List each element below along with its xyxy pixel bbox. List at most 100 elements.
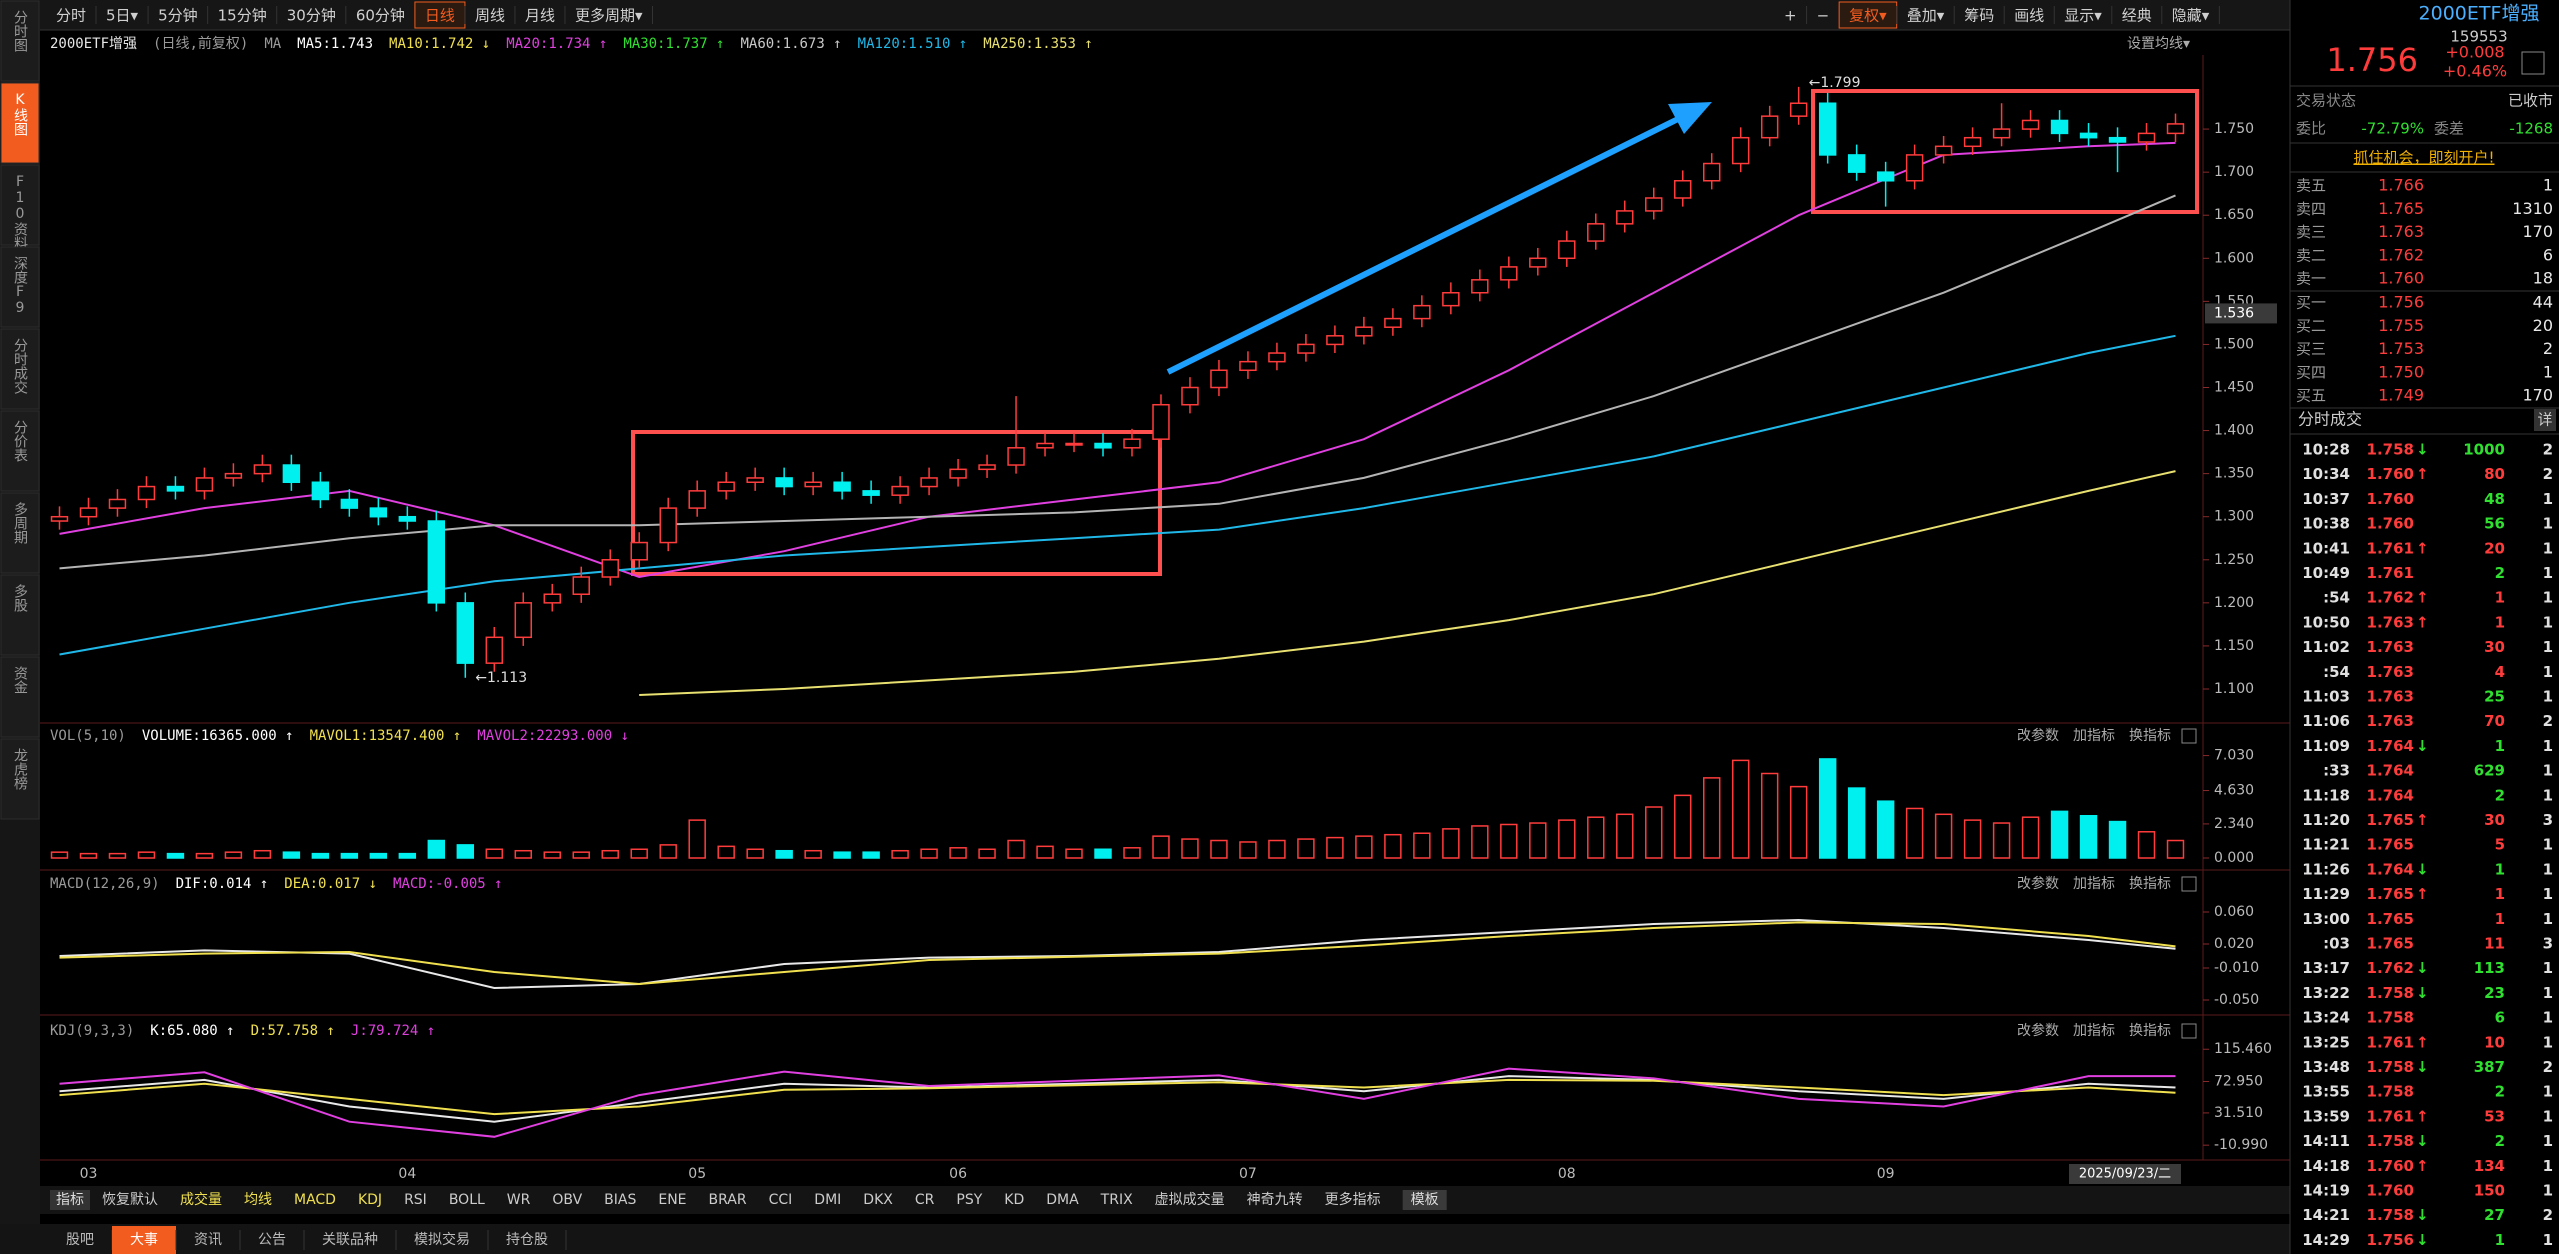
template-button[interactable]: 模板	[1411, 1192, 1439, 1208]
template-box[interactable]	[1402, 1190, 1447, 1210]
toolbar-label[interactable]: −	[1817, 7, 1830, 25]
indicator-tab[interactable]: DMA	[1046, 1192, 1079, 1208]
left-tab-label[interactable]: F10资料	[12, 174, 28, 250]
trade-time: 10:49	[2302, 564, 2350, 582]
indicator-tab[interactable]: MACD	[294, 1192, 336, 1208]
toolbar-label[interactable]: 分时	[56, 7, 86, 25]
bottom-tab-label[interactable]: 公告	[258, 1232, 286, 1248]
panel-button[interactable]: 改参数	[2017, 727, 2059, 744]
toolbar-label[interactable]: 复权▾	[1849, 7, 1887, 25]
indicator-tab[interactable]: BOLL	[449, 1192, 485, 1208]
indicator-tab[interactable]: RSI	[404, 1192, 427, 1208]
toolbar-label[interactable]: 月线	[525, 7, 555, 25]
bottom-tab-label[interactable]: 资讯	[194, 1232, 222, 1248]
left-tab-label[interactable]: 资金	[12, 666, 28, 694]
toolbar-button[interactable]	[414, 1, 466, 29]
panel-button[interactable]: 改参数	[2017, 1022, 2059, 1039]
bottom-tab-label[interactable]: 关联品种	[322, 1232, 378, 1248]
toolbar-label[interactable]: 15分钟	[218, 7, 267, 25]
indicator-tab[interactable]: WR	[507, 1192, 531, 1208]
panel-button[interactable]: 换指标	[2129, 875, 2171, 892]
toolbar-label[interactable]: 5分钟	[158, 7, 198, 25]
panel-button[interactable]: 加指标	[2073, 876, 2115, 892]
panel-button[interactable]: 加指标	[2073, 1023, 2115, 1039]
left-tab-label[interactable]: 分时成交	[12, 338, 28, 394]
panel-close[interactable]	[2181, 1023, 2197, 1039]
toolbar-label[interactable]: 5日▾	[106, 7, 139, 25]
indicator-tab[interactable]: 成交量	[180, 1191, 222, 1208]
indicator-tab[interactable]: 均线	[244, 1192, 272, 1208]
left-tab[interactable]	[0, 738, 40, 820]
toolbar-label[interactable]: 60分钟	[356, 7, 405, 25]
trade-time: 11:02	[2302, 638, 2350, 656]
left-tab-label[interactable]: 多周期	[12, 501, 28, 545]
indicator-tab[interactable]: KDJ	[358, 1192, 382, 1208]
left-tab[interactable]	[0, 574, 40, 656]
trade-price: 1.761	[2367, 564, 2414, 582]
toolbar-label[interactable]: +	[1784, 7, 1797, 25]
indicator-tab[interactable]: TRIX	[1100, 1192, 1133, 1208]
detail-button[interactable]	[2534, 409, 2556, 431]
indicator-tab[interactable]: BRAR	[709, 1192, 747, 1208]
panel-button[interactable]: 换指标	[2129, 1022, 2171, 1039]
left-tab[interactable]	[0, 410, 40, 492]
toolbar-label[interactable]: 叠加▾	[1907, 7, 1945, 25]
indicator-tab[interactable]: PSY	[956, 1192, 982, 1208]
bottom-tab-label[interactable]: 大事	[130, 1232, 158, 1248]
left-tab-label[interactable]: 分时图	[12, 10, 28, 52]
left-tab[interactable]	[0, 82, 40, 164]
toolbar-label[interactable]: 隐藏▾	[2172, 7, 2210, 25]
indicator-tab[interactable]: DKX	[863, 1192, 893, 1208]
indicator-tab[interactable]: BIAS	[604, 1192, 636, 1208]
toolbar-label[interactable]: 30分钟	[287, 7, 336, 25]
candle-body	[543, 593, 561, 604]
detail-label[interactable]: 详	[2537, 411, 2552, 429]
left-tab[interactable]	[0, 246, 40, 328]
candle-body	[804, 481, 822, 488]
bottom-tab-label[interactable]: 模拟交易	[414, 1231, 470, 1248]
panel-button[interactable]: 加指标	[2073, 728, 2115, 744]
indicator-tab[interactable]: CR	[915, 1192, 935, 1208]
indicator-tab[interactable]: OBV	[552, 1192, 582, 1208]
left-tab-label[interactable]: K线图	[12, 92, 28, 136]
panel-button[interactable]: 换指标	[2129, 727, 2171, 744]
indicator-tab[interactable]: DMI	[814, 1192, 841, 1208]
left-tab[interactable]	[0, 492, 40, 574]
indicator-tab[interactable]: ENE	[658, 1192, 686, 1208]
promo-banner[interactable]: 抓住机会，即刻开户!	[2353, 149, 2494, 167]
left-tab-label[interactable]: 龙虎榜	[12, 748, 28, 790]
x-tick-label: 05	[688, 1166, 706, 1182]
indicator-tab[interactable]: CCI	[769, 1192, 793, 1208]
left-tab-label[interactable]: 深度F9	[12, 256, 28, 316]
bottom-tab[interactable]	[112, 1226, 176, 1254]
left-tab[interactable]	[0, 0, 40, 82]
indicator-tab[interactable]: KD	[1004, 1192, 1024, 1208]
left-tab-label[interactable]: 分价表	[12, 420, 28, 462]
toolbar-label[interactable]: 显示▾	[2064, 7, 2102, 25]
panel-close[interactable]	[2181, 876, 2197, 892]
toolbar-label[interactable]: 周线	[475, 7, 505, 25]
panel-close[interactable]	[2181, 728, 2197, 744]
toolbar-label[interactable]: 更多周期▾	[575, 7, 643, 25]
left-tab[interactable]	[0, 164, 40, 246]
indicator-tab[interactable]: 更多指标	[1325, 1191, 1381, 1208]
toolbar-label[interactable]: 日线	[425, 7, 455, 25]
ma-settings[interactable]: 设置均线▾	[2127, 36, 2190, 52]
toolbar-label[interactable]: 画线	[2014, 7, 2044, 25]
bottom-tab-label[interactable]: 股吧	[66, 1232, 94, 1248]
toolbar-label[interactable]: 筹码	[1964, 7, 1994, 25]
left-tab[interactable]	[0, 328, 40, 410]
bottom-tab-label[interactable]: 持仓股	[506, 1232, 548, 1248]
indicator-tab[interactable]: 神奇九转	[1247, 1191, 1303, 1208]
menu-icon[interactable]	[2521, 51, 2545, 75]
toolbar-button[interactable]	[1838, 1, 1898, 29]
panel-button[interactable]: 改参数	[2017, 875, 2059, 892]
trade-direction: ↓	[2416, 959, 2429, 977]
left-tab-label[interactable]: 多股	[12, 583, 28, 613]
panel-header-item: MA120:1.510 ↑	[858, 36, 968, 52]
indicator-tab[interactable]: 虚拟成交量	[1155, 1191, 1225, 1208]
indicator-tab[interactable]: 恢复默认	[102, 1191, 158, 1208]
toolbar-label[interactable]: 经典	[2122, 7, 2152, 25]
left-tab[interactable]	[0, 656, 40, 738]
